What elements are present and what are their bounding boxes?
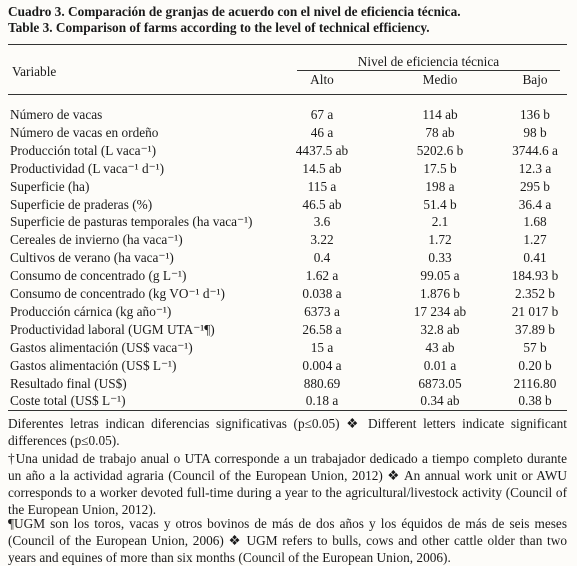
row-label: Consumo de concentrado (g L⁻¹) bbox=[10, 268, 187, 284]
row-label: Número de vacas bbox=[10, 107, 103, 122]
cell: 5202.6 b bbox=[416, 142, 464, 158]
variable-header: Variable bbox=[12, 64, 57, 79]
cell: 2.352 b bbox=[515, 286, 555, 301]
cell: 1.876 b bbox=[420, 286, 460, 301]
cell: 198 a bbox=[425, 178, 455, 194]
cell: 1.62 a bbox=[305, 268, 339, 284]
row-label: Producción total (L vaca⁻¹) bbox=[10, 142, 157, 158]
row-label: Gastos alimentación (US$ vaca⁻¹) bbox=[10, 339, 193, 355]
cell: 3744.6 a bbox=[512, 142, 558, 158]
cell: 57 b bbox=[523, 339, 547, 355]
cell: 78 ab bbox=[425, 124, 455, 140]
cell: 136 b bbox=[520, 107, 550, 122]
footnote: Diferentes letras indican diferencias si… bbox=[8, 416, 567, 448]
cell: 32.8 ab bbox=[420, 321, 460, 337]
row-label: Resultado final (US$) bbox=[10, 375, 127, 391]
row-label: Producción cárnica (kg año⁻¹) bbox=[10, 303, 172, 319]
row-label: Productividad laboral (UGM UTA⁻¹¶) bbox=[10, 321, 215, 337]
cell: 0.34 ab bbox=[420, 393, 460, 409]
cell: 99.05 a bbox=[420, 268, 460, 284]
group-header: Nivel de eficiencia técnica bbox=[357, 54, 500, 69]
column-header: Alto bbox=[310, 72, 334, 87]
cell: 0.38 b bbox=[518, 393, 552, 409]
cell: 3.6 bbox=[313, 214, 331, 230]
row-label: Superficie de praderas (%) bbox=[10, 196, 153, 212]
cell: 46.5 ab bbox=[302, 196, 342, 212]
cell: 12.3 a bbox=[518, 160, 552, 176]
footnote: †Una unidad de trabajo anual o UTA corre… bbox=[8, 451, 567, 517]
cell: 0.4 bbox=[313, 250, 331, 266]
cell: 67 a bbox=[310, 107, 334, 122]
column-header: Medio bbox=[422, 72, 458, 87]
cell: 184.93 b bbox=[511, 268, 559, 284]
row-label: Cereales de invierno (ha vaca⁻¹) bbox=[10, 232, 183, 248]
cell: 6873.05 bbox=[418, 375, 462, 391]
cell: 17 234 ab bbox=[413, 303, 467, 319]
cell: 14.5 ab bbox=[302, 160, 342, 176]
cell: 0.41 bbox=[523, 250, 547, 266]
cell: 26.58 a bbox=[302, 321, 342, 337]
cell: 6373 a bbox=[304, 303, 340, 319]
cell: 15 a bbox=[310, 339, 334, 355]
column-header: Bajo bbox=[522, 72, 548, 87]
cell: 36.4 a bbox=[518, 196, 552, 212]
cell: 17.5 b bbox=[423, 160, 457, 176]
bottom-rule bbox=[8, 410, 567, 411]
cell: 2.1 bbox=[431, 214, 449, 230]
cell: 2116.80 bbox=[513, 375, 557, 391]
cell: 37.89 b bbox=[515, 321, 555, 337]
cell: 43 ab bbox=[425, 339, 455, 355]
cell: 880.69 bbox=[303, 375, 341, 391]
cell: 4437.5 ab bbox=[295, 142, 349, 158]
cell: 0.18 a bbox=[305, 393, 339, 409]
row-label: Consumo de concentrado (kg VO⁻¹ d⁻¹) bbox=[10, 286, 225, 301]
row-label: Superficie (ha) bbox=[10, 178, 90, 194]
cell: 51.4 b bbox=[423, 196, 457, 212]
group-rule bbox=[297, 70, 560, 71]
row-label: Número de vacas en ordeño bbox=[10, 124, 159, 140]
row-label: Coste total (US$ L⁻¹) bbox=[10, 393, 126, 409]
row-label: Superficie de pasturas temporales (ha va… bbox=[10, 214, 253, 230]
row-label: Cultivos de verano (ha vaca⁻¹) bbox=[10, 250, 174, 266]
cell: 0.20 b bbox=[518, 357, 552, 373]
cell: 21 017 b bbox=[511, 303, 559, 319]
cell: 0.004 a bbox=[302, 357, 342, 373]
row-label: Productividad (L vaca⁻¹ d⁻¹) bbox=[10, 160, 165, 176]
title-en: Table 3. Comparison of farms according t… bbox=[8, 20, 430, 35]
cell: 98 b bbox=[523, 124, 547, 140]
cell: 115 a bbox=[307, 178, 337, 194]
cell: 46 a bbox=[310, 124, 334, 140]
header-rule bbox=[8, 94, 567, 95]
cell: 1.68 bbox=[523, 214, 547, 230]
footnote: ¶UGM son los toros, vacas y otros bovino… bbox=[8, 516, 567, 565]
top-rule bbox=[8, 44, 567, 45]
cell: 0.038 a bbox=[302, 286, 342, 301]
title-es: Cuadro 3. Comparación de granjas de acue… bbox=[8, 4, 461, 19]
row-label: Gastos alimentación (US$ L⁻¹) bbox=[10, 357, 177, 373]
cell: 0.33 bbox=[428, 250, 452, 266]
cell: 0.01 a bbox=[423, 357, 457, 373]
cell: 1.72 bbox=[428, 232, 452, 248]
cell: 1.27 bbox=[523, 232, 547, 248]
cell: 3.22 bbox=[310, 232, 334, 248]
cell: 295 b bbox=[520, 178, 550, 194]
cell: 114 ab bbox=[422, 107, 458, 122]
